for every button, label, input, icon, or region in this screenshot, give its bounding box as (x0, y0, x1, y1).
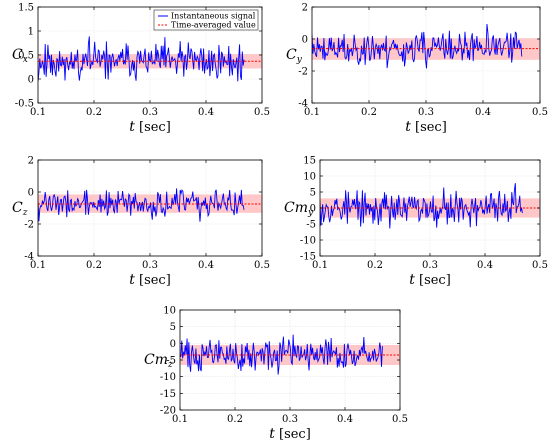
signal-line (312, 24, 523, 69)
x-tick-label: 0.2 (86, 107, 102, 118)
panel-cz: 0.1 0.2 0.3 0.4 0.5 -4 -2 0 2 t [sec] Cz (12, 156, 270, 289)
y-axis-label: Cy (286, 47, 303, 65)
y-tick-label: -5 (166, 356, 176, 367)
y-tick-label: 0 (28, 75, 34, 86)
y-tick-label: -10 (300, 236, 316, 247)
x-tick-label: 0.2 (367, 260, 383, 271)
x-tick-label: 0.4 (337, 414, 353, 425)
y-tick-label: 0 (170, 339, 176, 350)
y-tick-label: 10 (303, 172, 316, 183)
y-tick-label: 2 (28, 156, 34, 167)
y-axis-label: Cx (12, 47, 28, 65)
y-tick-label: -4 (24, 252, 34, 263)
x-tick-label: 0.5 (254, 260, 270, 271)
x-tick-label: 0.4 (477, 260, 493, 271)
y-tick-label: -10 (160, 372, 176, 383)
x-axis-label: t [sec] (269, 426, 311, 442)
y-axis-label: Cz (12, 200, 28, 218)
legend-label-signal: Instantaneous signal (171, 12, 256, 21)
x-tick-label: 0.1 (30, 260, 46, 271)
panel-cmz: 0.1 0.2 0.3 0.4 0.5 -20 -15 -10 -5 0 5 10 t [sec] Cmz (144, 306, 408, 442)
y-axis-label: Cmz (144, 352, 173, 370)
x-tick-label: 0.1 (30, 107, 46, 118)
y-tick-label: 5 (310, 188, 316, 199)
signal-line (320, 183, 523, 229)
panel-cy: 0.1 0.2 0.3 0.4 0.5 -4 -2 0 2 t [sec] Cy (286, 3, 548, 136)
x-tick-label: 0.3 (142, 260, 158, 271)
y-tick-label: 1.5 (18, 3, 34, 14)
y-tick-label: -4 (298, 99, 308, 110)
x-tick-label: 0.4 (475, 107, 491, 118)
x-tick-label: 0.2 (86, 260, 102, 271)
y-tick-label: 1 (28, 27, 34, 38)
x-tick-label: 0.3 (418, 107, 434, 118)
y-tick-label: 5 (170, 322, 176, 333)
y-tick-label: 2 (302, 3, 308, 14)
y-tick-label: -0.5 (15, 99, 34, 110)
y-tick-label: 10 (163, 306, 176, 317)
x-axis-label: t [sec] (129, 272, 171, 288)
signal-line (38, 188, 245, 222)
x-tick-label: 0.3 (282, 414, 298, 425)
x-axis-label: t [sec] (409, 272, 451, 288)
panel-cx: 0.1 0.2 0.3 0.4 0.5 -0.5 0 0.5 1 1.5 t [sec] Cx Inst… (12, 3, 270, 136)
y-axis-label: Cmy (284, 200, 314, 218)
x-tick-label: 0.5 (532, 107, 548, 118)
y-tick-label: 0 (28, 188, 34, 199)
y-tick-label: -2 (298, 67, 308, 78)
y-tick-label: -15 (160, 389, 176, 400)
y-tick-label: 0.5 (18, 51, 34, 62)
y-tick-label: 0 (310, 204, 316, 215)
signal-line (38, 36, 245, 82)
legend-label-mean: Time-averaged value (171, 21, 256, 30)
x-axis-label: t [sec] (405, 119, 447, 135)
y-tick-label: 0 (302, 35, 308, 46)
x-tick-label: 0.3 (142, 107, 158, 118)
x-tick-label: 0.1 (172, 414, 188, 425)
x-tick-label: 0.5 (532, 260, 548, 271)
x-tick-label: 0.2 (227, 414, 243, 425)
y-tick-label: 15 (303, 156, 316, 167)
legend-box (153, 9, 259, 31)
x-tick-label: 0.2 (361, 107, 377, 118)
x-tick-label: 0.1 (304, 107, 320, 118)
y-tick-label: -15 (300, 252, 316, 263)
x-tick-label: 0.3 (422, 260, 438, 271)
x-axis-label: t [sec] (129, 119, 171, 135)
y-tick-label: -20 (160, 406, 176, 417)
x-tick-label: 0.1 (312, 260, 328, 271)
y-tick-label: -2 (24, 220, 34, 231)
x-tick-label: 0.5 (254, 107, 270, 118)
x-tick-label: 0.5 (392, 414, 408, 425)
x-tick-label: 0.4 (198, 260, 214, 271)
x-tick-label: 0.4 (198, 107, 214, 118)
y-tick-label: -5 (306, 220, 316, 231)
panel-cmy: 0.1 0.2 0.3 0.4 0.5 -15 -10 -5 0 5 10 15 t [sec] Cmy (284, 156, 548, 289)
signal-line (180, 334, 383, 375)
